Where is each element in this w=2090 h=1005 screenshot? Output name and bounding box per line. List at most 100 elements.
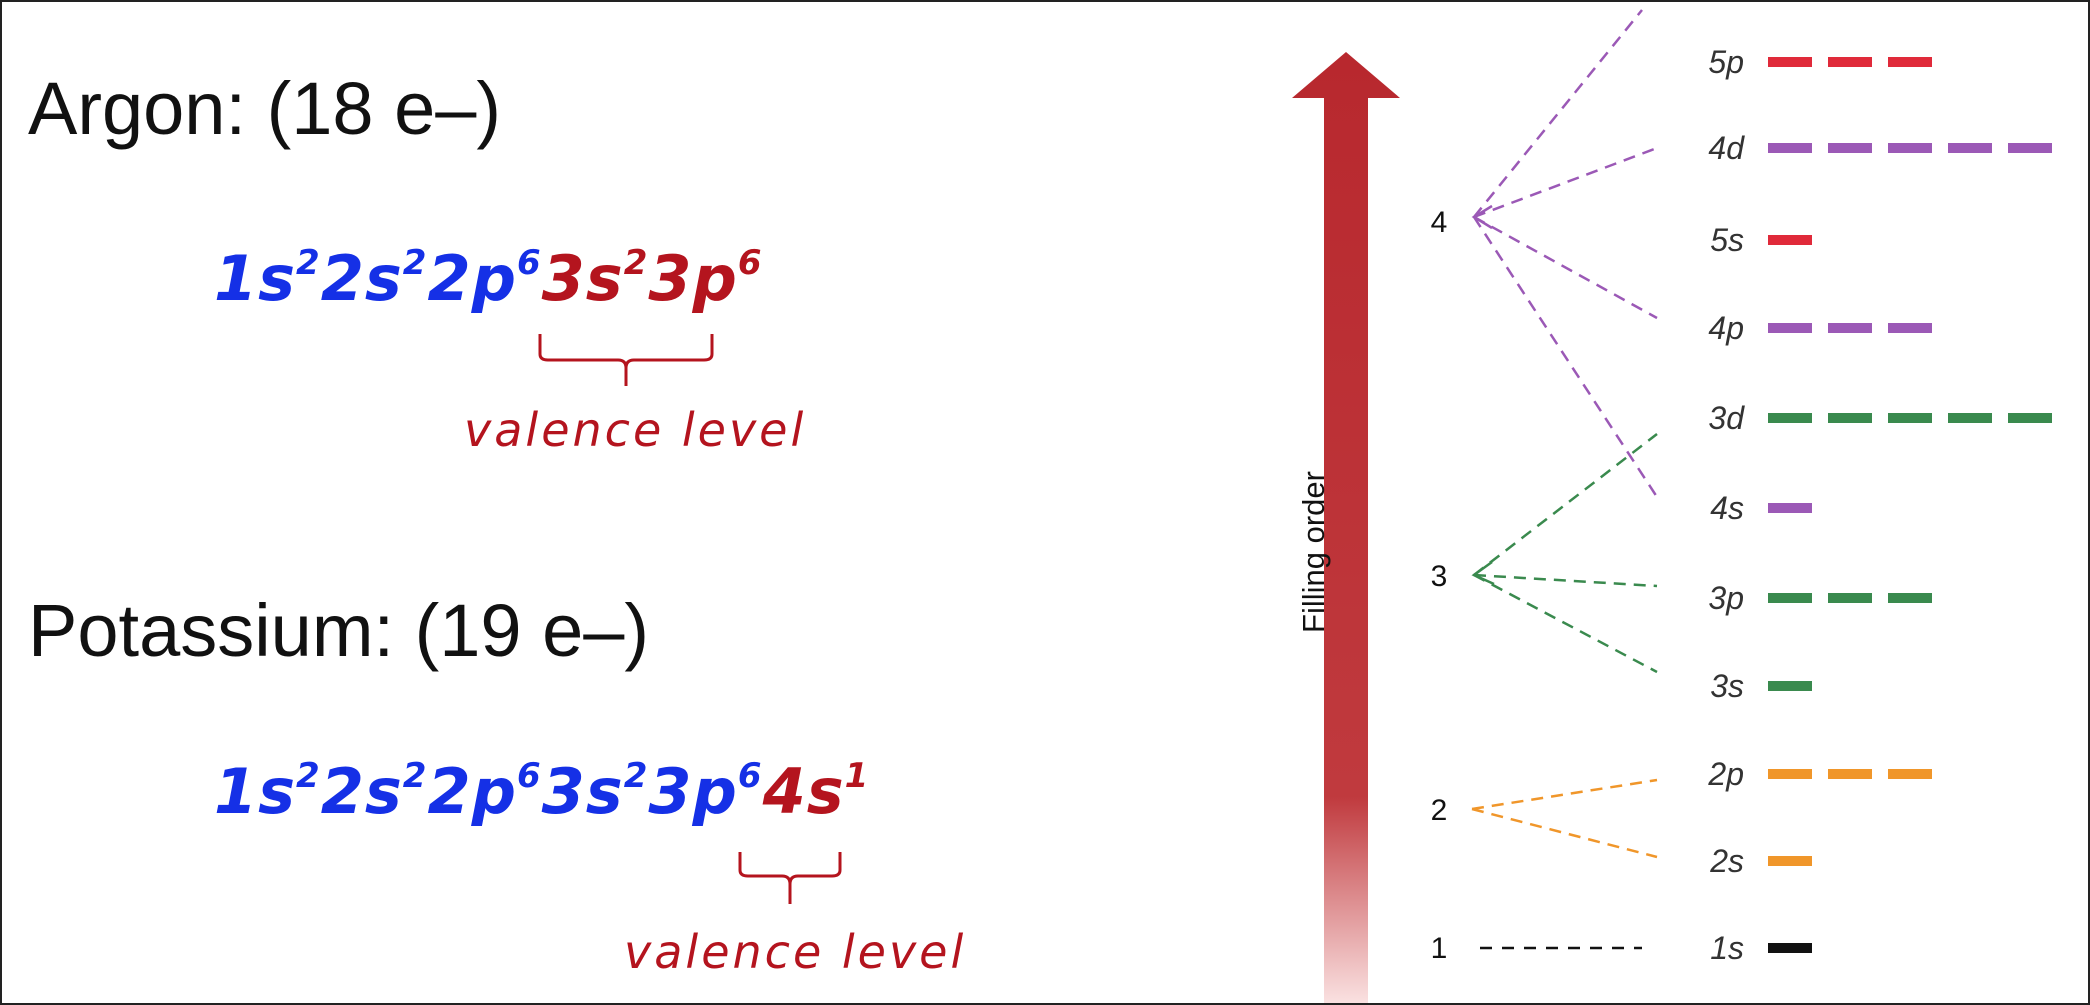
- orbital-row-2p: 2p: [1707, 756, 1932, 792]
- orbital-dash: [1828, 413, 1872, 423]
- orbital-dash: [1768, 413, 1812, 423]
- orbital-label: 5p: [1708, 44, 1744, 80]
- orbital-label: 4p: [1708, 310, 1744, 346]
- filling-order-label: Filling order: [1296, 471, 1331, 633]
- potassium-title: Potassium: (19 e–): [28, 589, 650, 672]
- orbital-label: 3d: [1708, 400, 1745, 436]
- subshell-label: 4s: [762, 755, 845, 828]
- orbital-row-5p: 5p: [1708, 44, 1932, 80]
- orbital-dash: [1768, 323, 1812, 333]
- orbital-dash: [1768, 856, 1812, 866]
- potassium-core-term: 2s2: [321, 755, 428, 828]
- orbital-label: 2s: [1709, 843, 1744, 879]
- orbital-dash: [1828, 323, 1872, 333]
- orbital-row-4s: 4s: [1710, 490, 1812, 526]
- orbital-row-1s: 1s: [1710, 930, 1812, 966]
- level-2-connectors: [1471, 778, 1658, 859]
- orbital-row-2s: 2s: [1709, 843, 1812, 879]
- level-4-connectors: [1471, 9, 1659, 498]
- orbital-label: 3p: [1708, 580, 1744, 616]
- orbital-dash: [1828, 769, 1872, 779]
- orbital-dash: [2008, 143, 2052, 153]
- level-3-number: 3: [1431, 560, 1448, 593]
- argon-valence-term: 3p6: [648, 242, 762, 315]
- orbital-dash: [1828, 593, 1872, 603]
- argon-valence-term: 3s2: [542, 242, 649, 315]
- electron-count: 2: [623, 243, 649, 283]
- orbital-levels: 1s 2s 2p 3s 3p 4s 3d 4p 5s 4d 5p: [1707, 44, 2052, 966]
- subshell-label: 2s: [320, 242, 403, 315]
- subshell-label: 3p: [648, 755, 738, 828]
- orbital-row-5s: 5s: [1710, 222, 1812, 258]
- electron-count: 6: [516, 243, 542, 283]
- electron-count: 2: [402, 756, 428, 796]
- subshell-label: 2p: [427, 242, 517, 315]
- orbital-row-4d: 4d: [1708, 130, 2052, 166]
- orbital-row-3d: 3d: [1708, 400, 2052, 436]
- subshell-label: 3s: [541, 755, 624, 828]
- argon-electron-configuration: 1s22s22p63s23p6: [214, 246, 763, 310]
- subshell-label: 3s: [541, 242, 624, 315]
- orbital-dash: [1888, 593, 1932, 603]
- potassium-valence-term: 4s1: [763, 755, 870, 828]
- orbital-dash: [1768, 943, 1812, 953]
- electron-count: 2: [623, 756, 649, 796]
- level-4-number: 4: [1431, 206, 1448, 239]
- argon-core-config: 1s22s22p6: [214, 242, 542, 315]
- argon-valence-label: valence level: [464, 403, 807, 457]
- orbital-dash: [1768, 593, 1812, 603]
- orbital-label: 1s: [1710, 930, 1744, 966]
- orbital-label: 4d: [1708, 130, 1745, 166]
- orbital-label: 2p: [1707, 756, 1744, 792]
- orbital-dash: [1888, 413, 1932, 423]
- potassium-core-term: 3s2: [542, 755, 649, 828]
- orbital-dash: [1768, 57, 1812, 67]
- electron-count: 6: [737, 243, 763, 283]
- orbital-dash: [1948, 143, 1992, 153]
- electron-count: 6: [516, 756, 542, 796]
- electron-count: 2: [296, 243, 321, 283]
- electron-count: 2: [296, 756, 321, 796]
- argon-valence-config: 3s23p6: [542, 242, 763, 315]
- potassium-valence-label: valence level: [624, 925, 967, 979]
- orbital-dash: [1888, 769, 1932, 779]
- subshell-label: 3p: [648, 242, 738, 315]
- orbital-label: 4s: [1710, 490, 1744, 526]
- orbital-dash: [1768, 769, 1812, 779]
- orbital-row-3s: 3s: [1710, 668, 1812, 704]
- argon-core-term: 2s2: [321, 242, 428, 315]
- orbital-dash: [1768, 681, 1812, 691]
- orbital-dash: [1828, 143, 1872, 153]
- orbital-dash: [1768, 235, 1812, 245]
- level-1-number: 1: [1431, 932, 1448, 965]
- potassium-core-term: 3p6: [648, 755, 762, 828]
- orbital-row-3p: 3p: [1708, 580, 1932, 616]
- subshell-label: 1s: [214, 242, 297, 315]
- argon-core-term: 2p6: [427, 242, 541, 315]
- electron-count: 6: [737, 756, 763, 796]
- orbital-dash: [1768, 143, 1812, 153]
- potassium-electron-configuration: 1s22s22p63s23p64s1: [214, 759, 869, 823]
- argon-valence-brace: [538, 334, 714, 386]
- electron-count: 1: [844, 756, 870, 796]
- orbital-dash: [1888, 143, 1932, 153]
- subshell-label: 2p: [427, 755, 517, 828]
- orbital-row-4p: 4p: [1708, 310, 1932, 346]
- orbital-dash: [1828, 57, 1872, 67]
- orbital-label: 5s: [1710, 222, 1744, 258]
- orbital-dash: [1948, 413, 1992, 423]
- argon-core-term: 1s2: [214, 242, 321, 315]
- orbital-dash: [1888, 323, 1932, 333]
- orbital-label: 3s: [1710, 668, 1744, 704]
- subshell-label: 1s: [214, 755, 297, 828]
- orbital-dash: [2008, 413, 2052, 423]
- orbital-dash: [1768, 503, 1812, 513]
- potassium-valence-brace: [738, 852, 842, 904]
- potassium-core-config: 1s22s22p63s23p6: [214, 755, 763, 828]
- subshell-label: 2s: [320, 755, 403, 828]
- potassium-core-term: 2p6: [427, 755, 541, 828]
- filling-order-arrow: [1292, 52, 1400, 1003]
- level-3-connectors: [1471, 433, 1658, 674]
